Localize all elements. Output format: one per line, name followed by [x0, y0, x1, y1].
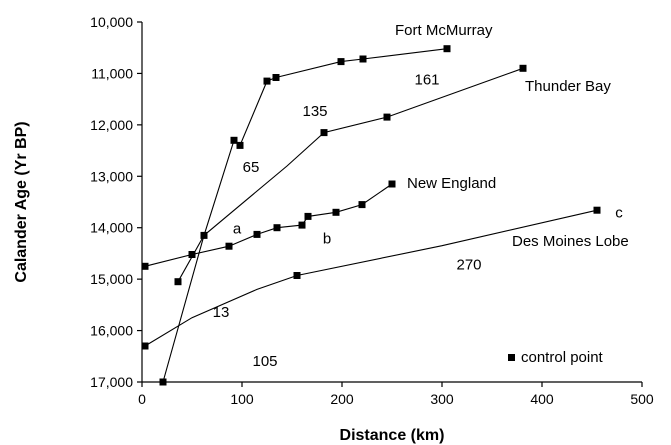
- y-axis-title: Calander Age (Yr BP): [13, 121, 30, 282]
- y-tick-label: 17,000: [90, 374, 133, 390]
- legend: control point: [508, 349, 604, 366]
- control-point-marker: [253, 230, 261, 238]
- series-label: Fort McMurray: [395, 22, 493, 39]
- y-tick-label: 11,000: [91, 65, 133, 81]
- control-point-marker: [304, 212, 312, 220]
- series-label: Thunder Bay: [525, 78, 611, 95]
- x-tick-label: 500: [630, 391, 654, 407]
- axes: [141, 22, 642, 383]
- control-point-marker: [332, 208, 340, 216]
- series-line: [144, 209, 598, 347]
- y-tick-label: 12,000: [90, 117, 133, 133]
- control-point-marker: [388, 180, 396, 188]
- control-point-marker: [443, 45, 451, 53]
- x-ticks: 0 100 200 300 400 500: [138, 382, 654, 407]
- control-point-marker: [593, 206, 601, 214]
- control-point-marker: [225, 242, 233, 250]
- control-point-marker: [141, 342, 149, 350]
- x-tick-label: 200: [330, 391, 354, 407]
- control-point-marker: [293, 272, 301, 279]
- y-ticks: 10,000 11,000 12,000 13,000 14,000 15,000 16,0…: [90, 14, 142, 390]
- control-point-marker: [272, 74, 280, 81]
- y-tick-label: 10,000: [90, 14, 133, 30]
- control-point-marker: [273, 224, 281, 232]
- series-label: New England: [407, 175, 496, 192]
- annotation-label: b: [323, 231, 331, 248]
- control-point-marker: [236, 141, 244, 149]
- control-point-marker: [174, 278, 182, 286]
- series-label: Des Moines Lobe: [512, 233, 629, 250]
- legend-label: control point: [521, 349, 604, 366]
- control-point-marker: [320, 129, 328, 137]
- control-point-marker: [383, 113, 391, 121]
- series-layer: Fort McMurray Thunder Bay New England Des M…: [141, 22, 629, 386]
- series-line: [177, 67, 524, 282]
- control-point-marker: [337, 58, 345, 66]
- y-tick-label: 13,000: [90, 168, 133, 184]
- annotation-label: 13: [213, 304, 230, 321]
- y-tick-label: 15,000: [90, 271, 133, 287]
- y-tick-label: 16,000: [90, 323, 133, 339]
- x-tick-label: 100: [230, 391, 254, 407]
- annotation-label: c: [615, 204, 623, 221]
- annotation-label: 270: [456, 257, 481, 274]
- annotation-label: 135: [302, 103, 327, 120]
- control-point-marker: [159, 378, 167, 386]
- control-point-marker: [141, 262, 149, 270]
- control-point-marker: [188, 251, 196, 258]
- legend-marker: [508, 354, 515, 361]
- annotation-layer: 65 135 161 a b 13 105 270 c: [213, 72, 624, 370]
- x-tick-label: 0: [138, 391, 146, 407]
- control-point-marker: [298, 221, 306, 229]
- x-tick-label: 400: [530, 391, 554, 407]
- control-point-marker: [519, 64, 527, 72]
- y-tick-label: 14,000: [90, 220, 133, 236]
- control-point-marker: [359, 55, 367, 63]
- series-line: [144, 183, 393, 267]
- annotation-label: a: [233, 221, 242, 238]
- control-point-marker: [263, 77, 271, 85]
- control-point-marker: [230, 136, 238, 144]
- x-tick-label: 300: [430, 391, 454, 407]
- annotation-label: 105: [252, 353, 277, 370]
- x-axis-title: Distance (km): [340, 427, 445, 444]
- annotation-label: 161: [414, 72, 439, 89]
- control-point-marker: [358, 201, 366, 209]
- annotation-label: 65: [243, 159, 260, 176]
